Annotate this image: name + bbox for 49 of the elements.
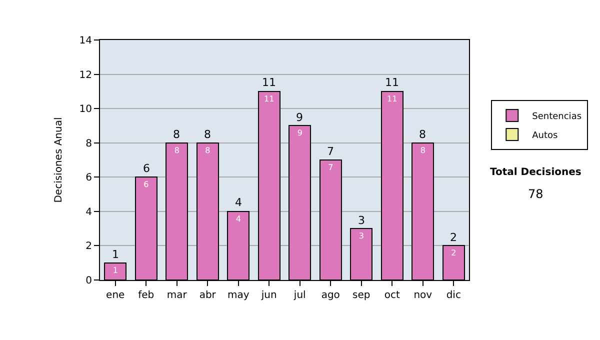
text: 78 — [528, 187, 544, 201]
x-tick-label: oct — [384, 290, 400, 301]
y-tick-label: 4 — [86, 206, 92, 218]
legend-label: Autos — [532, 131, 558, 142]
total-label: 4 — [235, 196, 242, 209]
y-axis-title: Decisiones Anual — [53, 117, 64, 203]
y-tick-label: 6 — [86, 172, 92, 184]
total-label: 7 — [327, 145, 334, 158]
data-label: 6 — [144, 180, 149, 190]
data-label: 11 — [387, 94, 398, 104]
x-tick-label: mar — [166, 290, 188, 301]
x-tick-label: dic — [446, 290, 461, 301]
total-label: 3 — [358, 214, 365, 227]
x-tick-label: nov — [414, 290, 432, 301]
total-label: 2 — [450, 231, 457, 244]
data-label: 8 — [205, 146, 210, 155]
total-label: 11 — [385, 76, 399, 89]
data-label: 4 — [236, 214, 241, 224]
y-tick-label: 8 — [86, 138, 92, 150]
x-tick-label: ago — [321, 290, 340, 301]
y-tick-label: 2 — [86, 241, 92, 252]
y-tick-label: 10 — [79, 104, 92, 116]
x-tick-label: jul — [292, 290, 306, 301]
data-label: 2 — [451, 248, 456, 258]
x-tick-label: may — [227, 290, 250, 301]
total-label: 8 — [419, 128, 426, 141]
x-tick-label: abr — [199, 290, 217, 301]
x-tick-label: feb — [138, 290, 154, 301]
data-label: 9 — [297, 128, 302, 138]
data-label: 3 — [358, 232, 364, 241]
y-tick-label: 0 — [86, 276, 92, 286]
y-tick-label: 12 — [79, 70, 92, 81]
total-label: 8 — [204, 128, 211, 141]
x-tick-label: sep — [352, 290, 370, 301]
data-label: 8 — [420, 146, 426, 155]
data-label: 7 — [328, 163, 334, 172]
data-label: 8 — [174, 146, 180, 155]
x-tick-label: ene — [106, 290, 125, 301]
total-label: 1 — [112, 248, 119, 261]
x-tick-label: jun — [260, 290, 277, 301]
text: Total Decisiones — [490, 167, 582, 178]
total-label: 9 — [296, 111, 303, 124]
data-label: 11 — [264, 94, 274, 104]
y-tick-label: 14 — [79, 36, 92, 46]
total-label: 8 — [173, 128, 180, 141]
data-label: 1 — [112, 266, 118, 275]
total-label: 6 — [143, 162, 150, 175]
legend-label: Sentencias — [532, 112, 582, 122]
total-label: 11 — [262, 76, 276, 89]
